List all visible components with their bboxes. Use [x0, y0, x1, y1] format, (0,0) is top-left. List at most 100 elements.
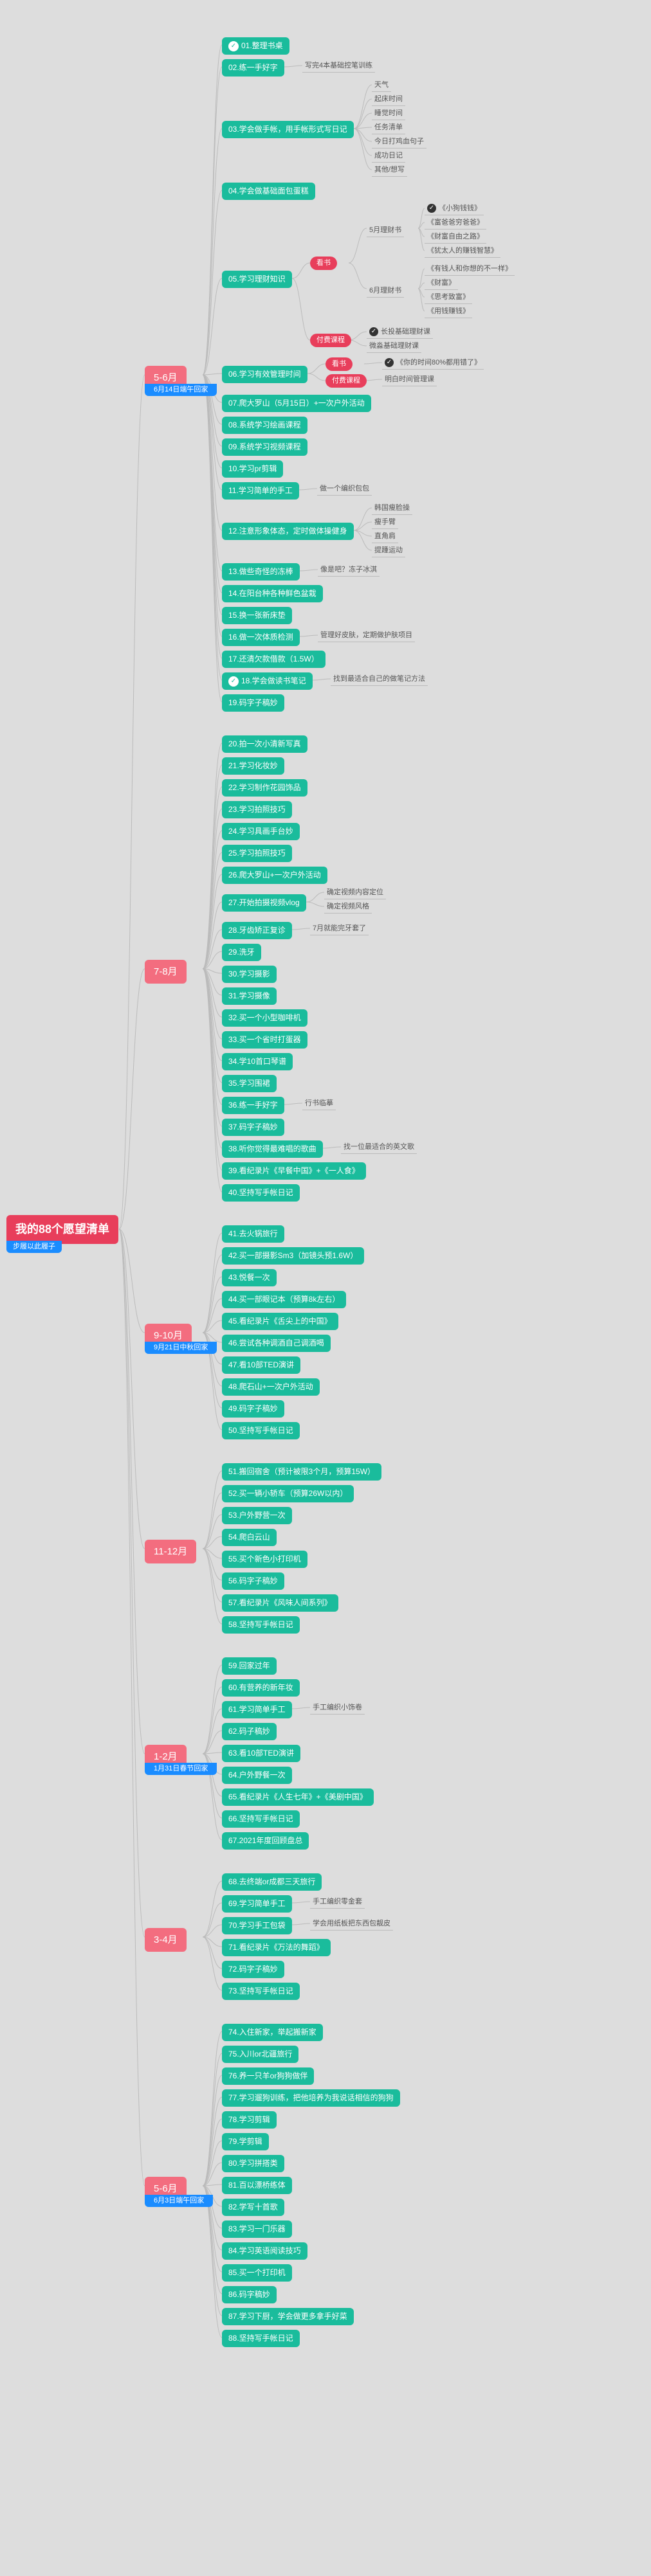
- item-i56: 56.码字子稿妙: [222, 1572, 284, 1590]
- leaf: 提踵运动: [372, 545, 405, 557]
- item-i1: ✓01.整理书桌: [222, 37, 289, 55]
- leaf: 明白时间管理课: [382, 374, 437, 386]
- item-i86: 86.码字稿妙: [222, 2286, 277, 2303]
- item-i84: 84.学习英语阅读技巧: [222, 2242, 307, 2260]
- item-i24: 24.学习具画手台妙: [222, 823, 300, 840]
- item-i83: 83.学习一门乐器: [222, 2220, 292, 2238]
- month-sub-m1: 6月14日端午回家: [145, 384, 217, 396]
- item-i47: 47.看10部TED演讲: [222, 1356, 300, 1374]
- item-i80: 80.学习拼搭类: [222, 2155, 284, 2172]
- item-i50: 50.坚持写手帐日记: [222, 1422, 300, 1439]
- leaf: 《财富》: [425, 277, 458, 290]
- item-i53: 53.户外野营一次: [222, 1507, 292, 1524]
- item-i65: 65.看纪录片《人生七年》+《美剧中国》: [222, 1788, 374, 1806]
- pill-看书: 看书: [326, 357, 353, 371]
- item-i73: 73.坚持写手帐日记: [222, 1983, 300, 2000]
- item-i2: 02.练一手好字: [222, 59, 284, 77]
- item-i37: 37.码字子稿妙: [222, 1119, 284, 1136]
- item-i58: 58.坚持写手帐日记: [222, 1616, 300, 1634]
- leaf: 《用钱赚钱》: [425, 305, 472, 318]
- leaf: 做一个编织包包: [317, 483, 372, 496]
- month-sub-m7: 6月3日端午回家: [145, 2195, 213, 2207]
- sub-5月理财书: 5月理财书: [367, 224, 404, 237]
- leaf: 《思考致富》: [425, 291, 472, 304]
- item-i25: 25.学习拍照技巧: [222, 845, 292, 862]
- leaf: 今日打鸡血句子: [372, 136, 426, 149]
- item-i85: 85.买一个打印机: [222, 2264, 292, 2282]
- item-i60: 60.有营养的新年妆: [222, 1679, 300, 1697]
- item-i62: 62.码子稿妙: [222, 1723, 277, 1740]
- leaf: ✓《小狗钱钱》: [425, 203, 484, 215]
- item-i64: 64.户外野餐一次: [222, 1767, 292, 1784]
- leaf: ✓《你的时间80%都用错了》: [382, 357, 484, 370]
- item-i7: 07.爬大罗山（5月15日）+一次户外活动: [222, 395, 371, 412]
- leaf: 微淼基础理财课: [367, 340, 421, 353]
- item-i28: 28.牙齿矫正复诊: [222, 922, 292, 939]
- item-i71: 71.看纪录片《万法的舞蹈》: [222, 1939, 331, 1956]
- item-i3: 03.学会做手帐，用手帐形式写日记: [222, 121, 354, 138]
- item-i66: 66.坚持写手帐日记: [222, 1810, 300, 1828]
- item-i67: 67.2021年度回顾盘总: [222, 1832, 309, 1850]
- leaf: 成功日记: [372, 150, 405, 163]
- month-m4: 11-12月: [145, 1540, 196, 1563]
- leaf: 找到最适合自己的做笔记方法: [331, 673, 428, 686]
- pill-看书: 看书: [310, 257, 337, 270]
- item-i11: 11.学习简单的手工: [222, 482, 299, 500]
- item-i10: 10.学习pr剪辑: [222, 460, 283, 478]
- item-i19: 19.码字子稿妙: [222, 694, 284, 712]
- leaf: ✓长投基础理财课: [367, 326, 433, 339]
- item-i54: 54.爬白云山: [222, 1529, 277, 1546]
- item-i26: 26.爬大罗山+一次户外活动: [222, 867, 327, 884]
- item-i76: 76.养一只羊or狗狗做伴: [222, 2067, 314, 2085]
- item-i17: 17.还清欠款借款（1.5W）: [222, 651, 326, 668]
- item-i8: 08.系统学习绘画课程: [222, 417, 307, 434]
- item-i59: 59.回家过年: [222, 1657, 277, 1675]
- item-i48: 48.爬石山+一次户外活动: [222, 1378, 320, 1396]
- item-i15: 15.换一张新床垫: [222, 607, 292, 624]
- leaf: 韩国瘦脸操: [372, 502, 412, 515]
- item-i6: 06.学习有效管理时间: [222, 366, 307, 383]
- item-i39: 39.看纪录片《早餐中国》+《一人食》: [222, 1162, 366, 1180]
- item-i32: 32.买一个小型咖啡机: [222, 1009, 307, 1027]
- leaf: 手工编织小饰卷: [310, 1702, 365, 1715]
- month-m2: 7-8月: [145, 960, 187, 984]
- item-i4: 04.学会做基础面包蛋糕: [222, 183, 315, 200]
- item-i78: 78.学习剪辑: [222, 2111, 277, 2129]
- item-i77: 77.学习遛狗训练，把他培养为我说话相信的狗狗: [222, 2089, 400, 2107]
- item-i40: 40.坚持写手帐日记: [222, 1184, 300, 1202]
- item-i87: 87.学习下厨，学会做更多拿手好菜: [222, 2308, 354, 2325]
- item-i36: 36.练一手好字: [222, 1097, 284, 1114]
- item-i46: 46.尝试各种调酒自己调酒喝: [222, 1335, 331, 1352]
- month-m6: 3-4月: [145, 1928, 187, 1952]
- month-sub-m3: 9月21日中秋回家: [145, 1342, 217, 1354]
- leaf: 《财富自由之路》: [425, 231, 486, 244]
- leaf: 管理好皮肤，定期做护肤项目: [318, 629, 415, 642]
- leaf: 手工编织零金套: [310, 1896, 365, 1909]
- leaf: 学会用纸板把东西包靓皮: [310, 1918, 393, 1931]
- item-i79: 79.学剪辑: [222, 2133, 269, 2150]
- item-i74: 74.入住新家，举起搬新家: [222, 2024, 323, 2041]
- item-i22: 22.学习制作花园饰品: [222, 779, 307, 797]
- item-i51: 51.搬回宿舍（预计被限3个月，预算15W）: [222, 1463, 381, 1481]
- item-i29: 29.洗牙: [222, 944, 261, 961]
- leaf: 天气: [372, 79, 391, 92]
- item-i42: 42.买一部摄影Sm3（加镜头预1.6W）: [222, 1247, 364, 1265]
- item-i9: 09.系统学习视频课程: [222, 438, 307, 456]
- leaf: 其他/想写: [372, 164, 407, 177]
- item-i34: 34.学10首口琴谱: [222, 1053, 293, 1070]
- root-subtitle: 步履以此履子: [6, 1241, 62, 1253]
- leaf: 行书临摹: [302, 1097, 336, 1110]
- item-i21: 21.学习化妆妙: [222, 757, 284, 775]
- item-i69: 69.学习简单手工: [222, 1895, 292, 1913]
- item-i72: 72.码字子稿妙: [222, 1961, 284, 1978]
- item-i61: 61.学习简单手工: [222, 1701, 292, 1718]
- item-i38: 38.听你觉得最难唱的歌曲: [222, 1140, 323, 1158]
- leaf: 确定视频内容定位: [324, 887, 386, 899]
- leaf: 像是吧？冻子冰淇: [318, 564, 380, 577]
- item-i23: 23.学习拍照技巧: [222, 801, 292, 818]
- root-node: 我的88个愿望清单: [6, 1215, 118, 1244]
- leaf: 睡觉时间: [372, 107, 405, 120]
- pill-付费课程: 付费课程: [326, 374, 367, 388]
- leaf: 确定视频风格: [324, 901, 372, 914]
- item-i68: 68.去终端or成都三天旅行: [222, 1873, 322, 1891]
